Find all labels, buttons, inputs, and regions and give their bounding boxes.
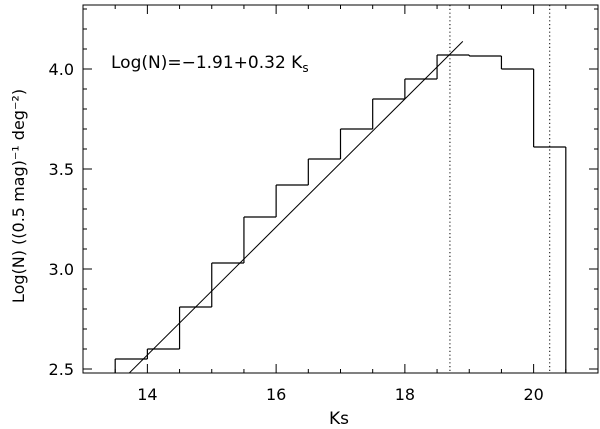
y-tick-label: 3.0 <box>49 260 74 279</box>
x-tick-label: 18 <box>395 385 415 404</box>
fit-line-group <box>128 41 464 373</box>
histogram-group <box>114 54 567 373</box>
y-axis-label: Log(N) ((0.5 mag)⁻¹ deg⁻²) <box>9 89 28 303</box>
y-tick-label: 2.5 <box>49 360 74 379</box>
reference-lines <box>449 5 551 373</box>
fit-annotation-subscript: s <box>302 61 308 75</box>
x-tick-label: 16 <box>266 385 286 404</box>
fit-line <box>128 41 464 373</box>
y-tick-label: 4.0 <box>49 60 74 79</box>
fit-annotation: Log(N)=−1.91+0.32 Ks <box>111 53 309 75</box>
x-axis-ticks: 14 16 18 20 <box>114 5 567 404</box>
x-tick-label: 14 <box>137 385 157 404</box>
y-axis-ticks: 2.5 3.0 3.5 4.0 <box>49 8 598 379</box>
x-axis-label: Ks <box>329 409 349 429</box>
fit-annotation-text: Log(N)=−1.91+0.32 K <box>111 53 303 73</box>
y-tick-label: 3.5 <box>49 160 74 179</box>
x-tick-label: 20 <box>523 385 543 404</box>
